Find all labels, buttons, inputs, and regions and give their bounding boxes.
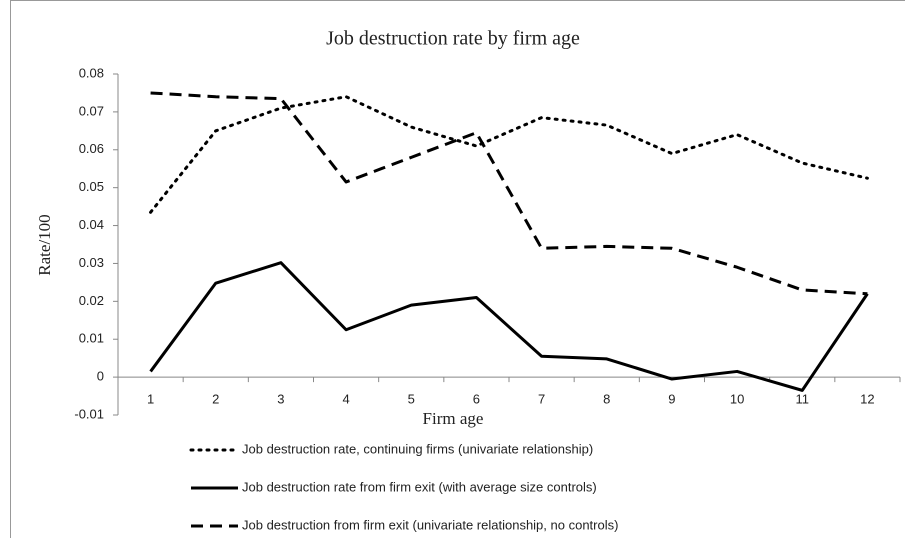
y-tick-label: 0.07 bbox=[79, 103, 104, 118]
y-tick-label: 0.01 bbox=[79, 331, 104, 346]
x-axis-title: Firm age bbox=[423, 409, 484, 428]
x-tick-label: 11 bbox=[796, 392, 810, 407]
y-tick-label: 0.03 bbox=[79, 255, 104, 270]
y-tick-label: -0.01 bbox=[74, 406, 104, 421]
chart-title: Job destruction rate by firm age bbox=[326, 28, 580, 50]
y-tick-label: 0.05 bbox=[79, 179, 104, 194]
x-tick-label: 7 bbox=[538, 392, 545, 407]
x-tick-label: 1 bbox=[147, 392, 154, 407]
x-tick-label: 9 bbox=[668, 392, 675, 407]
x-tick-label: 10 bbox=[730, 392, 744, 407]
y-tick-label: 0.02 bbox=[79, 293, 104, 308]
series-line bbox=[149, 261, 869, 392]
x-tick-label: 4 bbox=[342, 392, 349, 407]
y-tick-label: 0 bbox=[97, 369, 104, 384]
x-tick-label: 6 bbox=[473, 392, 480, 407]
x-tick-label: 5 bbox=[408, 392, 415, 407]
x-tick-label: 3 bbox=[277, 392, 284, 407]
legend-label: Job destruction from firm exit (univaria… bbox=[242, 517, 618, 532]
x-tick-label: 2 bbox=[212, 392, 219, 407]
y-tick-label: 0.04 bbox=[79, 217, 104, 232]
y-tick-label: 0.08 bbox=[79, 65, 104, 80]
y-axis-title: Rate/100 bbox=[35, 214, 54, 275]
series-line bbox=[149, 95, 869, 214]
legend-label: Job destruction rate, continuing firms (… bbox=[242, 441, 593, 456]
y-tick-label: 0.06 bbox=[79, 141, 104, 156]
legend-label: Job destruction rate from firm exit (wit… bbox=[242, 479, 597, 494]
series-line bbox=[150, 91, 868, 296]
x-tick-label: 8 bbox=[603, 392, 610, 407]
x-tick-label: 12 bbox=[860, 392, 874, 407]
